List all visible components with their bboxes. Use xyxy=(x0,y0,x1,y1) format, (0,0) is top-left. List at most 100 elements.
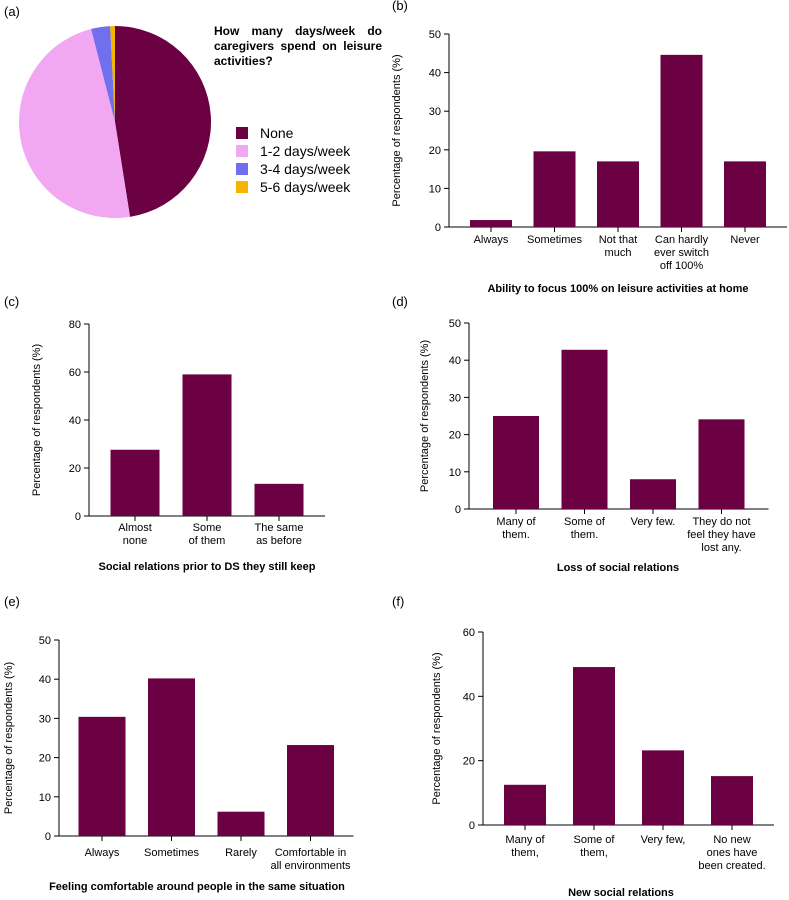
y-tick-label: 10 xyxy=(449,467,461,479)
x-tick-label: Almost xyxy=(118,522,152,534)
x-tick-label: off 100% xyxy=(660,260,703,272)
bar xyxy=(254,483,304,516)
x-tick-label: lost any. xyxy=(701,542,741,554)
y-axis-label: Percentage of respondents (%) xyxy=(391,54,403,206)
x-tick-label: Sometimes xyxy=(144,847,200,859)
bar xyxy=(660,54,703,228)
y-tick-label: 40 xyxy=(39,674,51,686)
x-tick-label: The same xyxy=(255,522,304,534)
y-axis-label: Percentage of respondents (%) xyxy=(3,662,15,814)
y-tick-label: 30 xyxy=(449,392,461,404)
pie-legend: None 1-2 days/week 3-4 days/week 5-6 day… xyxy=(236,124,350,196)
pie-slice xyxy=(115,25,212,217)
x-tick-label: them, xyxy=(580,847,608,859)
legend-label: 5-6 days/week xyxy=(260,179,351,195)
x-tick-label: Can hardly xyxy=(655,234,709,246)
legend-item: None xyxy=(236,124,350,142)
y-tick-label: 0 xyxy=(435,222,441,234)
bar xyxy=(78,716,126,836)
y-tick-label: 0 xyxy=(75,511,81,523)
legend-label: 3-4 days/week xyxy=(260,161,351,177)
x-tick-label: as before xyxy=(256,535,302,547)
y-tick-label: 50 xyxy=(449,318,461,330)
x-tick-label: Not that xyxy=(599,234,638,246)
y-tick-label: 40 xyxy=(429,68,441,80)
bar xyxy=(217,811,265,836)
bar xyxy=(182,374,232,516)
y-tick-label: 20 xyxy=(429,145,441,157)
x-tick-label: ones have xyxy=(707,847,758,859)
panel-label: (c) xyxy=(4,294,19,309)
y-tick-label: 0 xyxy=(45,831,51,843)
panel-label: (a) xyxy=(4,4,20,19)
legend-swatch xyxy=(236,145,248,157)
x-tick-label: Some xyxy=(193,522,222,534)
x-tick-label: ever switch xyxy=(654,247,709,259)
bar xyxy=(287,745,334,836)
y-tick-label: 30 xyxy=(39,713,51,725)
panel-label: (f) xyxy=(392,594,404,609)
x-tick-label: none xyxy=(123,535,147,547)
x-tick-label: Some of xyxy=(574,834,616,846)
x-tick-label: Always xyxy=(474,234,509,246)
pie-slice xyxy=(110,26,115,122)
bar xyxy=(561,349,608,509)
y-axis-label: Percentage of respondents (%) xyxy=(431,652,443,804)
x-tick-label: of them xyxy=(189,535,226,547)
pie-slice xyxy=(91,26,115,122)
chart-title: Ability to focus 100% on leisure activit… xyxy=(487,283,748,295)
bar xyxy=(493,416,539,509)
y-tick-label: 50 xyxy=(39,635,51,647)
y-tick-label: 40 xyxy=(69,415,81,427)
x-tick-label: Some of xyxy=(564,516,606,528)
legend-label: None xyxy=(260,125,294,141)
chart-title: Loss of social relations xyxy=(557,562,679,574)
y-axis-label: Percentage of respondents (%) xyxy=(31,344,43,496)
y-tick-label: 10 xyxy=(39,792,51,804)
bar xyxy=(504,784,546,825)
x-tick-label: been created. xyxy=(698,860,765,872)
x-tick-label: Very few. xyxy=(631,516,676,528)
y-tick-label: 60 xyxy=(463,627,475,639)
y-tick-label: 0 xyxy=(455,504,461,516)
x-tick-label: them. xyxy=(502,529,530,541)
x-tick-label: feel they have xyxy=(687,529,756,541)
x-tick-label: Comfortable in xyxy=(275,847,347,859)
y-tick-label: 20 xyxy=(463,756,475,768)
x-tick-label: Never xyxy=(730,234,760,246)
legend-label: 1-2 days/week xyxy=(260,143,351,159)
panel-label: (d) xyxy=(392,294,408,309)
x-tick-label: much xyxy=(605,247,632,259)
x-tick-label: Many of xyxy=(505,834,545,846)
y-tick-label: 80 xyxy=(69,319,81,331)
legend-item: 5-6 days/week xyxy=(236,178,350,196)
y-tick-label: 0 xyxy=(469,820,475,832)
y-tick-label: 40 xyxy=(463,691,475,703)
bar xyxy=(711,776,753,825)
x-tick-label: Rarely xyxy=(225,847,257,859)
pie-chart-title: How many days/week do caregivers spend o… xyxy=(214,24,382,68)
x-tick-label: Many of xyxy=(496,516,536,528)
legend-swatch xyxy=(236,127,248,139)
bar xyxy=(724,161,766,227)
x-tick-label: all environments xyxy=(270,860,351,872)
bar xyxy=(533,151,576,227)
x-tick-label: Very few, xyxy=(641,834,686,846)
x-tick-label: They do not xyxy=(692,516,750,528)
bar xyxy=(110,449,160,516)
y-tick-label: 20 xyxy=(39,753,51,765)
x-tick-label: No new xyxy=(713,834,750,846)
legend-swatch xyxy=(236,163,248,175)
bar xyxy=(148,678,195,836)
y-tick-label: 20 xyxy=(69,463,81,475)
bar xyxy=(470,220,512,227)
y-axis-label: Percentage of respondents (%) xyxy=(419,340,431,492)
y-tick-label: 40 xyxy=(449,355,461,367)
bar xyxy=(630,479,676,509)
chart-title: New social relations xyxy=(568,887,674,899)
chart-title: Social relations prior to DS they still … xyxy=(98,561,315,573)
bar xyxy=(597,161,639,227)
x-tick-label: Sometimes xyxy=(527,234,583,246)
bar xyxy=(698,419,745,509)
